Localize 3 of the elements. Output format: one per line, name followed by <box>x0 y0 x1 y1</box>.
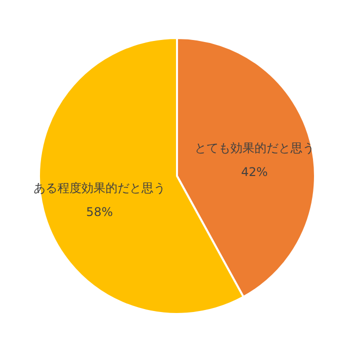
data-label: 58% <box>86 204 113 219</box>
slice-label: とても効果的だと思う <box>194 141 314 156</box>
data-label: 42% <box>241 165 268 180</box>
